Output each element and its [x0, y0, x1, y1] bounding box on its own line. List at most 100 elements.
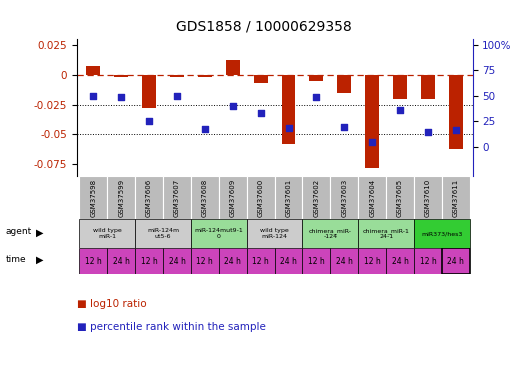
- Text: GSM37611: GSM37611: [453, 178, 459, 217]
- Text: GSM37607: GSM37607: [174, 178, 180, 217]
- Bar: [365, 75, 379, 168]
- Point: [284, 124, 293, 130]
- Text: wild type
miR-124: wild type miR-124: [260, 228, 289, 239]
- Bar: [219, 176, 247, 219]
- Bar: [247, 176, 275, 219]
- Bar: [303, 248, 331, 274]
- Bar: [226, 60, 240, 75]
- Text: miR-124m
ut5-6: miR-124m ut5-6: [147, 228, 179, 239]
- Text: 12 h: 12 h: [364, 256, 381, 265]
- Bar: [142, 75, 156, 108]
- Text: 24 h: 24 h: [447, 256, 464, 265]
- Point: [396, 107, 404, 113]
- Bar: [219, 248, 247, 274]
- Text: GSM37604: GSM37604: [369, 178, 375, 217]
- Point: [145, 118, 153, 124]
- Text: miR-124mut9-1
0: miR-124mut9-1 0: [194, 228, 243, 239]
- Point: [257, 110, 265, 116]
- Point: [312, 94, 320, 100]
- Bar: [191, 176, 219, 219]
- Point: [117, 94, 126, 100]
- Bar: [135, 176, 163, 219]
- Text: 24 h: 24 h: [168, 256, 185, 265]
- Text: 24 h: 24 h: [224, 256, 241, 265]
- Bar: [442, 248, 470, 274]
- Text: agent: agent: [5, 227, 32, 236]
- Bar: [135, 219, 191, 248]
- Text: ▶: ▶: [36, 255, 43, 265]
- Point: [423, 129, 432, 135]
- Point: [368, 139, 376, 145]
- Bar: [358, 219, 414, 248]
- Bar: [358, 248, 386, 274]
- Text: GSM37609: GSM37609: [230, 178, 235, 217]
- Bar: [198, 75, 212, 77]
- Bar: [247, 248, 275, 274]
- Bar: [163, 248, 191, 274]
- Text: 12 h: 12 h: [252, 256, 269, 265]
- Bar: [358, 176, 386, 219]
- Text: ■ percentile rank within the sample: ■ percentile rank within the sample: [77, 322, 266, 332]
- Text: 12 h: 12 h: [308, 256, 325, 265]
- Text: 12 h: 12 h: [140, 256, 157, 265]
- Text: GSM37605: GSM37605: [397, 178, 403, 217]
- Point: [201, 126, 209, 132]
- Text: GSM37610: GSM37610: [425, 178, 431, 217]
- Text: 12 h: 12 h: [420, 256, 436, 265]
- Bar: [275, 176, 303, 219]
- Point: [340, 123, 348, 129]
- Text: 24 h: 24 h: [336, 256, 353, 265]
- Bar: [386, 176, 414, 219]
- Bar: [442, 176, 470, 219]
- Bar: [107, 176, 135, 219]
- Text: ■ log10 ratio: ■ log10 ratio: [77, 299, 146, 309]
- Text: 24 h: 24 h: [280, 256, 297, 265]
- Bar: [449, 75, 463, 149]
- Text: 24 h: 24 h: [392, 256, 409, 265]
- Text: wild type
miR-1: wild type miR-1: [93, 228, 121, 239]
- Bar: [247, 219, 303, 248]
- Bar: [386, 248, 414, 274]
- Point: [173, 93, 181, 99]
- Bar: [281, 75, 296, 144]
- Bar: [86, 66, 100, 75]
- Bar: [79, 219, 135, 248]
- Text: GSM37598: GSM37598: [90, 178, 96, 217]
- Text: chimera_miR-
-124: chimera_miR- -124: [309, 228, 352, 240]
- Bar: [79, 248, 107, 274]
- Text: 12 h: 12 h: [196, 256, 213, 265]
- Bar: [253, 75, 268, 83]
- Bar: [303, 176, 331, 219]
- Bar: [331, 248, 358, 274]
- Bar: [331, 176, 358, 219]
- Bar: [163, 176, 191, 219]
- Bar: [414, 219, 470, 248]
- Bar: [421, 75, 435, 99]
- Point: [89, 93, 98, 99]
- Text: time: time: [5, 255, 26, 264]
- Text: GSM37601: GSM37601: [286, 178, 291, 217]
- Text: chimera_miR-1
24-1: chimera_miR-1 24-1: [363, 228, 410, 240]
- Text: GDS1858 / 10000629358: GDS1858 / 10000629358: [176, 20, 352, 34]
- Bar: [337, 75, 351, 93]
- Bar: [191, 219, 247, 248]
- Text: GSM37600: GSM37600: [258, 178, 263, 217]
- Bar: [414, 248, 442, 274]
- Text: 24 h: 24 h: [113, 256, 129, 265]
- Bar: [114, 75, 128, 77]
- Text: GSM37599: GSM37599: [118, 178, 124, 217]
- Bar: [191, 248, 219, 274]
- Text: miR373/hes3: miR373/hes3: [421, 231, 463, 236]
- Bar: [303, 219, 358, 248]
- Text: GSM37602: GSM37602: [314, 178, 319, 217]
- Bar: [135, 248, 163, 274]
- Bar: [170, 75, 184, 77]
- Bar: [309, 75, 323, 81]
- Point: [229, 103, 237, 109]
- Text: ▶: ▶: [36, 228, 43, 238]
- Point: [451, 127, 460, 133]
- Text: 12 h: 12 h: [85, 256, 102, 265]
- Bar: [79, 176, 107, 219]
- Bar: [275, 248, 303, 274]
- Text: GSM37606: GSM37606: [146, 178, 152, 217]
